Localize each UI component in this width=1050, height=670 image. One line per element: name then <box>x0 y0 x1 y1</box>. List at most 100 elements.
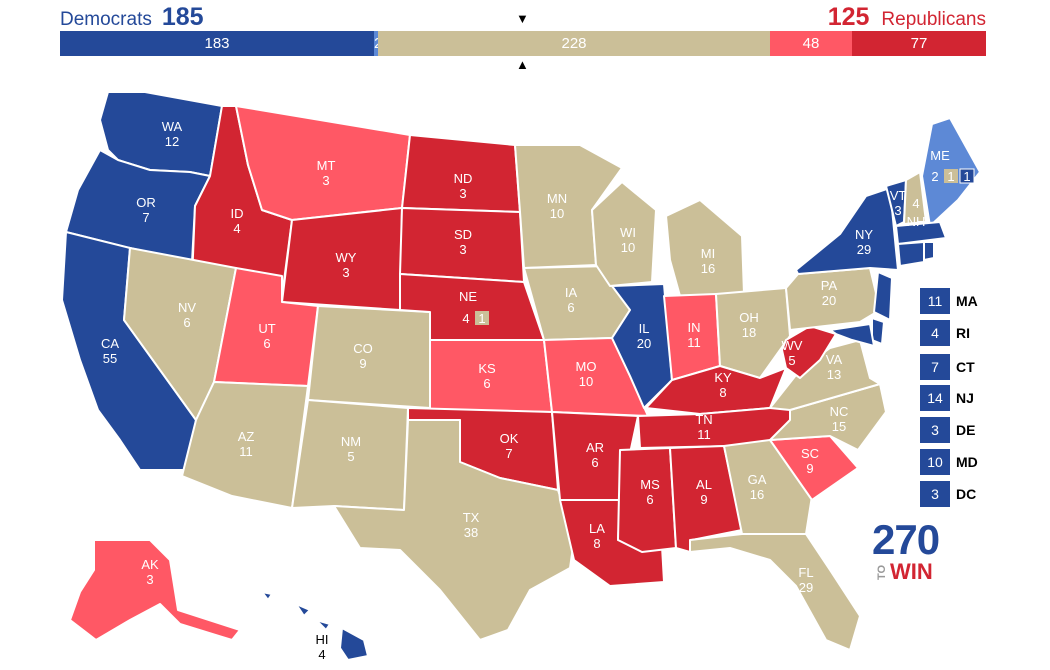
republicans-label: Republicans <box>881 9 986 30</box>
ME-district-box-2[interactable] <box>959 168 975 184</box>
label-MT: MT 3 <box>317 158 336 188</box>
label-TN: TN 11 <box>695 412 712 442</box>
label-VT: VT 3 <box>890 188 907 218</box>
side-state-MA[interactable]: 11 MA <box>920 288 978 314</box>
republicans-tally: 125 Republicans <box>828 3 986 34</box>
state-WI[interactable] <box>591 181 657 287</box>
label-KS: KS 6 <box>478 361 496 391</box>
democrats-tally: Democrats 185 <box>60 3 204 34</box>
side-state-DC[interactable]: 3 DC <box>920 481 976 507</box>
label-WI: WI 10 <box>620 225 636 255</box>
state-NC[interactable] <box>769 383 887 451</box>
label-NC: NC 15 <box>830 404 849 434</box>
label-UT: UT 6 <box>258 321 275 351</box>
label-HI: HI 4 <box>316 632 329 662</box>
label-MO: MO 10 <box>576 359 597 389</box>
label-WV: WV 5 <box>782 338 803 368</box>
state-CO[interactable] <box>307 305 431 409</box>
label-MI: MI 16 <box>701 246 715 276</box>
label-NE: NE <box>459 289 477 304</box>
state-HI[interactable] <box>261 591 369 661</box>
label-ME-split1: 1 <box>947 169 954 184</box>
label-WA: WA 12 <box>162 119 183 149</box>
state-RI[interactable] <box>923 241 935 261</box>
label-GA: GA 16 <box>748 472 767 502</box>
label-IL: IL 20 <box>637 321 651 351</box>
republicans-total: 125 <box>827 3 870 31</box>
democrats-total: 185 <box>161 3 204 31</box>
state-KS[interactable] <box>429 339 553 413</box>
side-state-NJ[interactable]: 14 NJ <box>920 385 974 411</box>
label-NH-ev: 4 <box>912 196 919 211</box>
label-OK: OK 7 <box>500 431 519 461</box>
label-NY: NY 29 <box>855 227 873 257</box>
bar-tossup[interactable]: 228 <box>378 31 770 56</box>
side-box-abbr: DC <box>956 486 977 502</box>
270-marker-down-icon: ▼ <box>516 11 529 26</box>
label-ME: ME <box>930 148 950 163</box>
label-LA: LA 8 <box>589 521 605 551</box>
state-GA[interactable] <box>723 439 813 535</box>
label-CO: CO 9 <box>353 341 373 371</box>
side-state-DE[interactable]: 3 DE <box>920 417 975 443</box>
label-OR: OR 7 <box>136 195 156 225</box>
bar-dem-safe[interactable]: 183 <box>60 31 374 56</box>
label-SC: SC 9 <box>801 446 819 476</box>
label-ID: ID 4 <box>231 206 244 236</box>
side-box-abbr: MD <box>956 454 978 470</box>
label-AZ: AZ 11 <box>238 429 255 459</box>
state-NH[interactable] <box>903 171 927 225</box>
state-MD[interactable] <box>829 323 875 347</box>
state-MS[interactable] <box>617 447 677 553</box>
state-CT[interactable] <box>897 241 925 267</box>
side-box-abbr: NJ <box>956 390 974 406</box>
ME-district-box-1[interactable] <box>944 169 958 183</box>
logo-number: 270 <box>872 516 940 563</box>
state-OH[interactable] <box>715 287 791 379</box>
label-PA: PA 20 <box>821 278 838 308</box>
bar-rep-safe[interactable]: 77 <box>852 31 986 56</box>
side-box-ev[interactable]: 7 <box>920 354 950 380</box>
logo-win: WIN <box>890 559 933 584</box>
state-TX[interactable] <box>333 419 575 641</box>
state-MA[interactable] <box>895 221 947 245</box>
side-box-ev[interactable]: 10 <box>920 449 950 475</box>
label-IN: IN 11 <box>687 320 701 350</box>
state-NJ[interactable] <box>873 271 893 321</box>
state-AZ[interactable] <box>181 381 309 509</box>
label-NE-split: 1 <box>478 311 485 326</box>
label-AK: AK 3 <box>141 557 159 587</box>
side-state-MD[interactable]: 10 MD <box>920 449 978 475</box>
NE-district-box[interactable] <box>475 311 489 325</box>
label-MS: MS 6 <box>640 477 660 507</box>
side-box-ev[interactable]: 3 <box>920 481 950 507</box>
side-box-ev[interactable]: 11 <box>920 288 950 314</box>
state-FL[interactable] <box>689 533 861 651</box>
side-state-CT[interactable]: 7 CT <box>920 354 975 380</box>
logo-to: TO <box>876 564 888 580</box>
label-NH: NH <box>907 214 926 229</box>
label-KY: KY 8 <box>714 370 732 400</box>
label-NV: NV 6 <box>178 300 196 330</box>
270towin-logo[interactable]: 270 TO WIN <box>872 516 942 584</box>
side-box-ev[interactable]: 3 <box>920 417 950 443</box>
side-box-ev[interactable]: 4 <box>920 320 950 346</box>
label-CA: CA 55 <box>101 336 119 366</box>
side-box-abbr: CT <box>956 359 975 375</box>
label-MN: MN 10 <box>547 191 567 221</box>
electoral-vote-bar: 183 2 228 48 77 <box>60 31 986 56</box>
state-NY[interactable] <box>795 187 899 275</box>
side-state-RI[interactable]: 4 RI <box>920 320 970 346</box>
side-box-abbr: DE <box>956 422 976 438</box>
label-AL: AL 9 <box>696 477 712 507</box>
state-AK[interactable] <box>69 539 241 641</box>
label-ME-split2: 1 <box>963 169 970 184</box>
label-VA: VA 13 <box>826 352 843 382</box>
side-box-ev[interactable]: 14 <box>920 385 950 411</box>
270-marker-up-icon: ▲ <box>516 57 529 72</box>
label-OH: OH 18 <box>739 310 759 340</box>
bar-dem-likely[interactable]: 2 <box>374 31 378 56</box>
label-AR: AR 6 <box>586 440 604 470</box>
bar-rep-likely[interactable]: 48 <box>770 31 852 56</box>
